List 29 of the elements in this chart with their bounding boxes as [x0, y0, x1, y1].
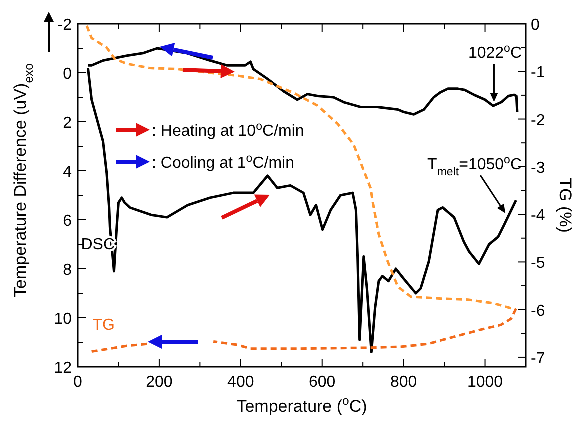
y-tick-label: 8 — [63, 262, 72, 279]
y-tick-label: 4 — [63, 164, 72, 181]
x-axis-title: Temperature ($^{o}$C) — [236, 394, 368, 416]
y2-tick-label: -2 — [531, 112, 546, 130]
y2-tick-label: -7 — [531, 350, 546, 368]
x-tick-label: 600 — [309, 374, 336, 391]
y2-tick-label: 0 — [531, 17, 540, 34]
series-label: TG — [92, 316, 115, 334]
y2-tick-label: -1 — [531, 64, 546, 82]
y-tick-label: 10 — [54, 311, 72, 328]
x-tick-label: 200 — [146, 374, 173, 391]
y2-axis-title: TG (%) — [556, 178, 575, 233]
annotation: : Cooling at 1$^{o}$C/min — [152, 153, 294, 172]
y2-tick-label: -5 — [531, 255, 546, 272]
y-tick-label: 0 — [63, 66, 72, 83]
y-tick-label: -2 — [58, 17, 72, 34]
x-tick-label: 800 — [390, 374, 418, 391]
x-tick-label: 400 — [228, 374, 254, 391]
y2-tick-label: -3 — [531, 160, 546, 177]
annotation: : Heating at 10$^{o}$C/min — [152, 121, 304, 140]
y-tick-label: 2 — [63, 115, 72, 132]
y-tick-label: 12 — [54, 360, 72, 377]
annotation: T$_{melt}$=1050$^{o}$C — [428, 154, 522, 179]
y-tick-label: 6 — [63, 213, 72, 230]
y2-tick-label: -4 — [531, 208, 546, 225]
x-tick-label: 0 — [74, 374, 83, 391]
annotation: 1022$^{o}$C — [468, 43, 522, 62]
y2-tick-label: -6 — [531, 302, 546, 320]
x-tick-label: 1000 — [467, 374, 504, 391]
